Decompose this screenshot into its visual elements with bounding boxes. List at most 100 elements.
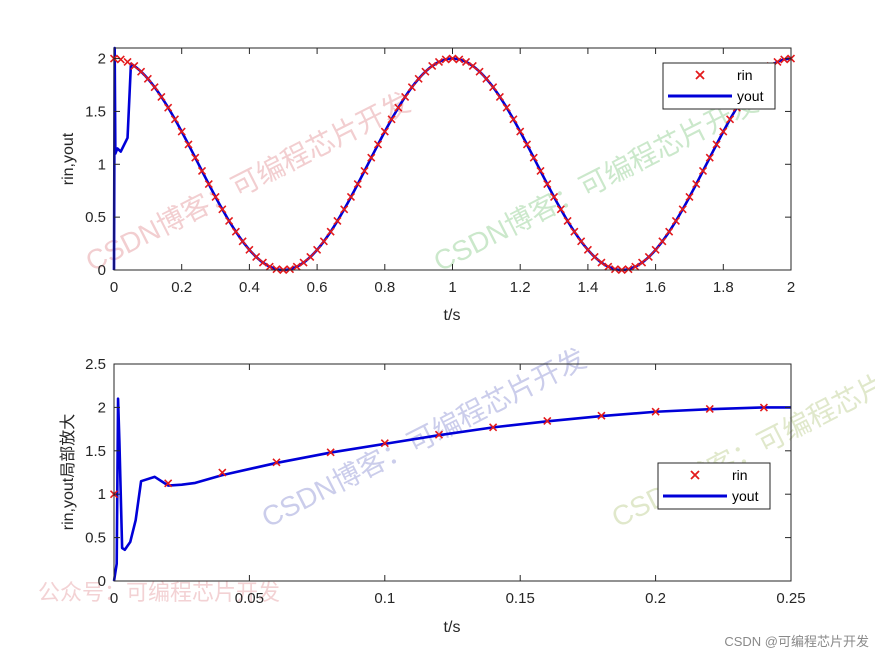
bottom-legend-rin-marker (690, 470, 700, 480)
rin-point (651, 407, 660, 416)
rin-point (191, 153, 200, 162)
rin-point (252, 252, 261, 261)
rin-point (387, 115, 396, 124)
rin-point (678, 205, 687, 214)
rin-point (461, 57, 471, 66)
rin-point (434, 430, 444, 439)
rin-point (543, 416, 552, 426)
rin-point (204, 180, 213, 189)
rin-point (414, 74, 423, 83)
rin-point (211, 192, 220, 202)
rin-point (570, 227, 579, 236)
ytick-label: 1.5 (85, 443, 106, 460)
rin-point (665, 227, 674, 236)
ytick-label: 0 (98, 262, 106, 279)
rin-point (164, 103, 173, 112)
ytick-label: 0.5 (85, 530, 106, 547)
bottom-chart: 0 0.05 0.1 0.15 0.2 0.25 0 0.5 1 1.5 2 2.5 t/s rin,… (59, 356, 806, 636)
rin-point (455, 55, 464, 64)
rin-point (434, 57, 444, 66)
rin-point (265, 262, 274, 271)
ytick-label: 1 (98, 486, 106, 503)
rin-point (184, 140, 193, 149)
rin-point (326, 227, 335, 236)
rin-point (137, 67, 146, 76)
rin-point (197, 166, 207, 175)
xtick-label: 1 (448, 279, 456, 296)
rin-point (705, 153, 714, 162)
xtick-label: 2 (787, 279, 795, 296)
rin-point (624, 265, 633, 274)
ytick-label: 2.5 (85, 356, 106, 373)
xtick-label: 0.25 (776, 590, 805, 607)
rin-point (177, 127, 186, 136)
watermark-site-2: CSDN博客：可编程芯片开发 (429, 87, 763, 278)
xtick-label: 0 (110, 279, 118, 296)
ytick-label: 0.5 (85, 209, 106, 226)
rin-point (489, 83, 498, 92)
rin-point (475, 67, 484, 76)
rin-point (685, 192, 694, 202)
xtick-label: 1.2 (510, 279, 531, 296)
xtick-label: 0.05 (235, 590, 264, 607)
rin-point (164, 479, 173, 488)
rin-point (218, 468, 227, 477)
rin-point (516, 127, 525, 136)
rin-point (373, 140, 383, 149)
rin-point (225, 216, 234, 225)
ytick-label: 2 (98, 51, 106, 68)
rin-point (333, 216, 342, 225)
rin-point (380, 439, 389, 448)
xtick-label: 0.4 (239, 279, 260, 296)
bottom-chart-axes-box (113, 363, 792, 582)
top-legend-yout-label: yout (737, 88, 764, 104)
watermark-layer: CSDN博客：可编程芯片开发 CSDN博客：可编程芯片开发 CSDN博客：可编程… (38, 87, 875, 605)
rin-point (123, 57, 132, 66)
rin-point (529, 153, 538, 162)
rin-point (116, 55, 125, 64)
rin-point (428, 61, 437, 71)
rin-point (522, 140, 532, 149)
rin-point (549, 192, 559, 202)
rin-point (448, 54, 457, 63)
rin-point (326, 448, 335, 457)
rin-point (238, 237, 247, 246)
rin-point (637, 258, 647, 267)
rin-point (292, 262, 301, 271)
rin-point (712, 140, 721, 149)
rin-point (319, 237, 328, 246)
rin-point (698, 166, 708, 175)
xtick-label: 0.2 (645, 590, 666, 607)
rin-point (563, 216, 572, 225)
rin-point (610, 265, 620, 274)
rin-point (346, 192, 356, 202)
rin-point (644, 252, 653, 261)
rin-point (421, 67, 430, 76)
rin-point (306, 252, 315, 261)
rin-point (143, 74, 152, 83)
rin-point (360, 166, 369, 175)
rin-point (692, 180, 701, 189)
rin-point (353, 180, 362, 189)
xtick-label: 1.8 (713, 279, 734, 296)
yout-series-line (112, 46, 792, 272)
top-chart-legend-box (662, 62, 776, 110)
top-chart-legend: rin yout (662, 62, 776, 110)
rin-point (245, 245, 254, 254)
rin-point (157, 92, 166, 101)
rin-point (705, 404, 714, 414)
bottom-chart-curves (109, 397, 791, 582)
rin-point (285, 265, 295, 274)
rin-point (631, 262, 640, 271)
rin-point (482, 74, 491, 83)
rin-point (543, 180, 552, 189)
bottom-legend-rin-label: rin (732, 467, 748, 483)
rin-point (597, 258, 606, 267)
rin-point (651, 245, 660, 254)
rin-point (583, 245, 592, 254)
rin-point (380, 127, 389, 136)
rin-point (536, 166, 545, 175)
rin-point (130, 61, 139, 71)
rin-point (218, 205, 227, 214)
bottom-chart-ylabel: rin,yout局部放大 (59, 414, 77, 530)
